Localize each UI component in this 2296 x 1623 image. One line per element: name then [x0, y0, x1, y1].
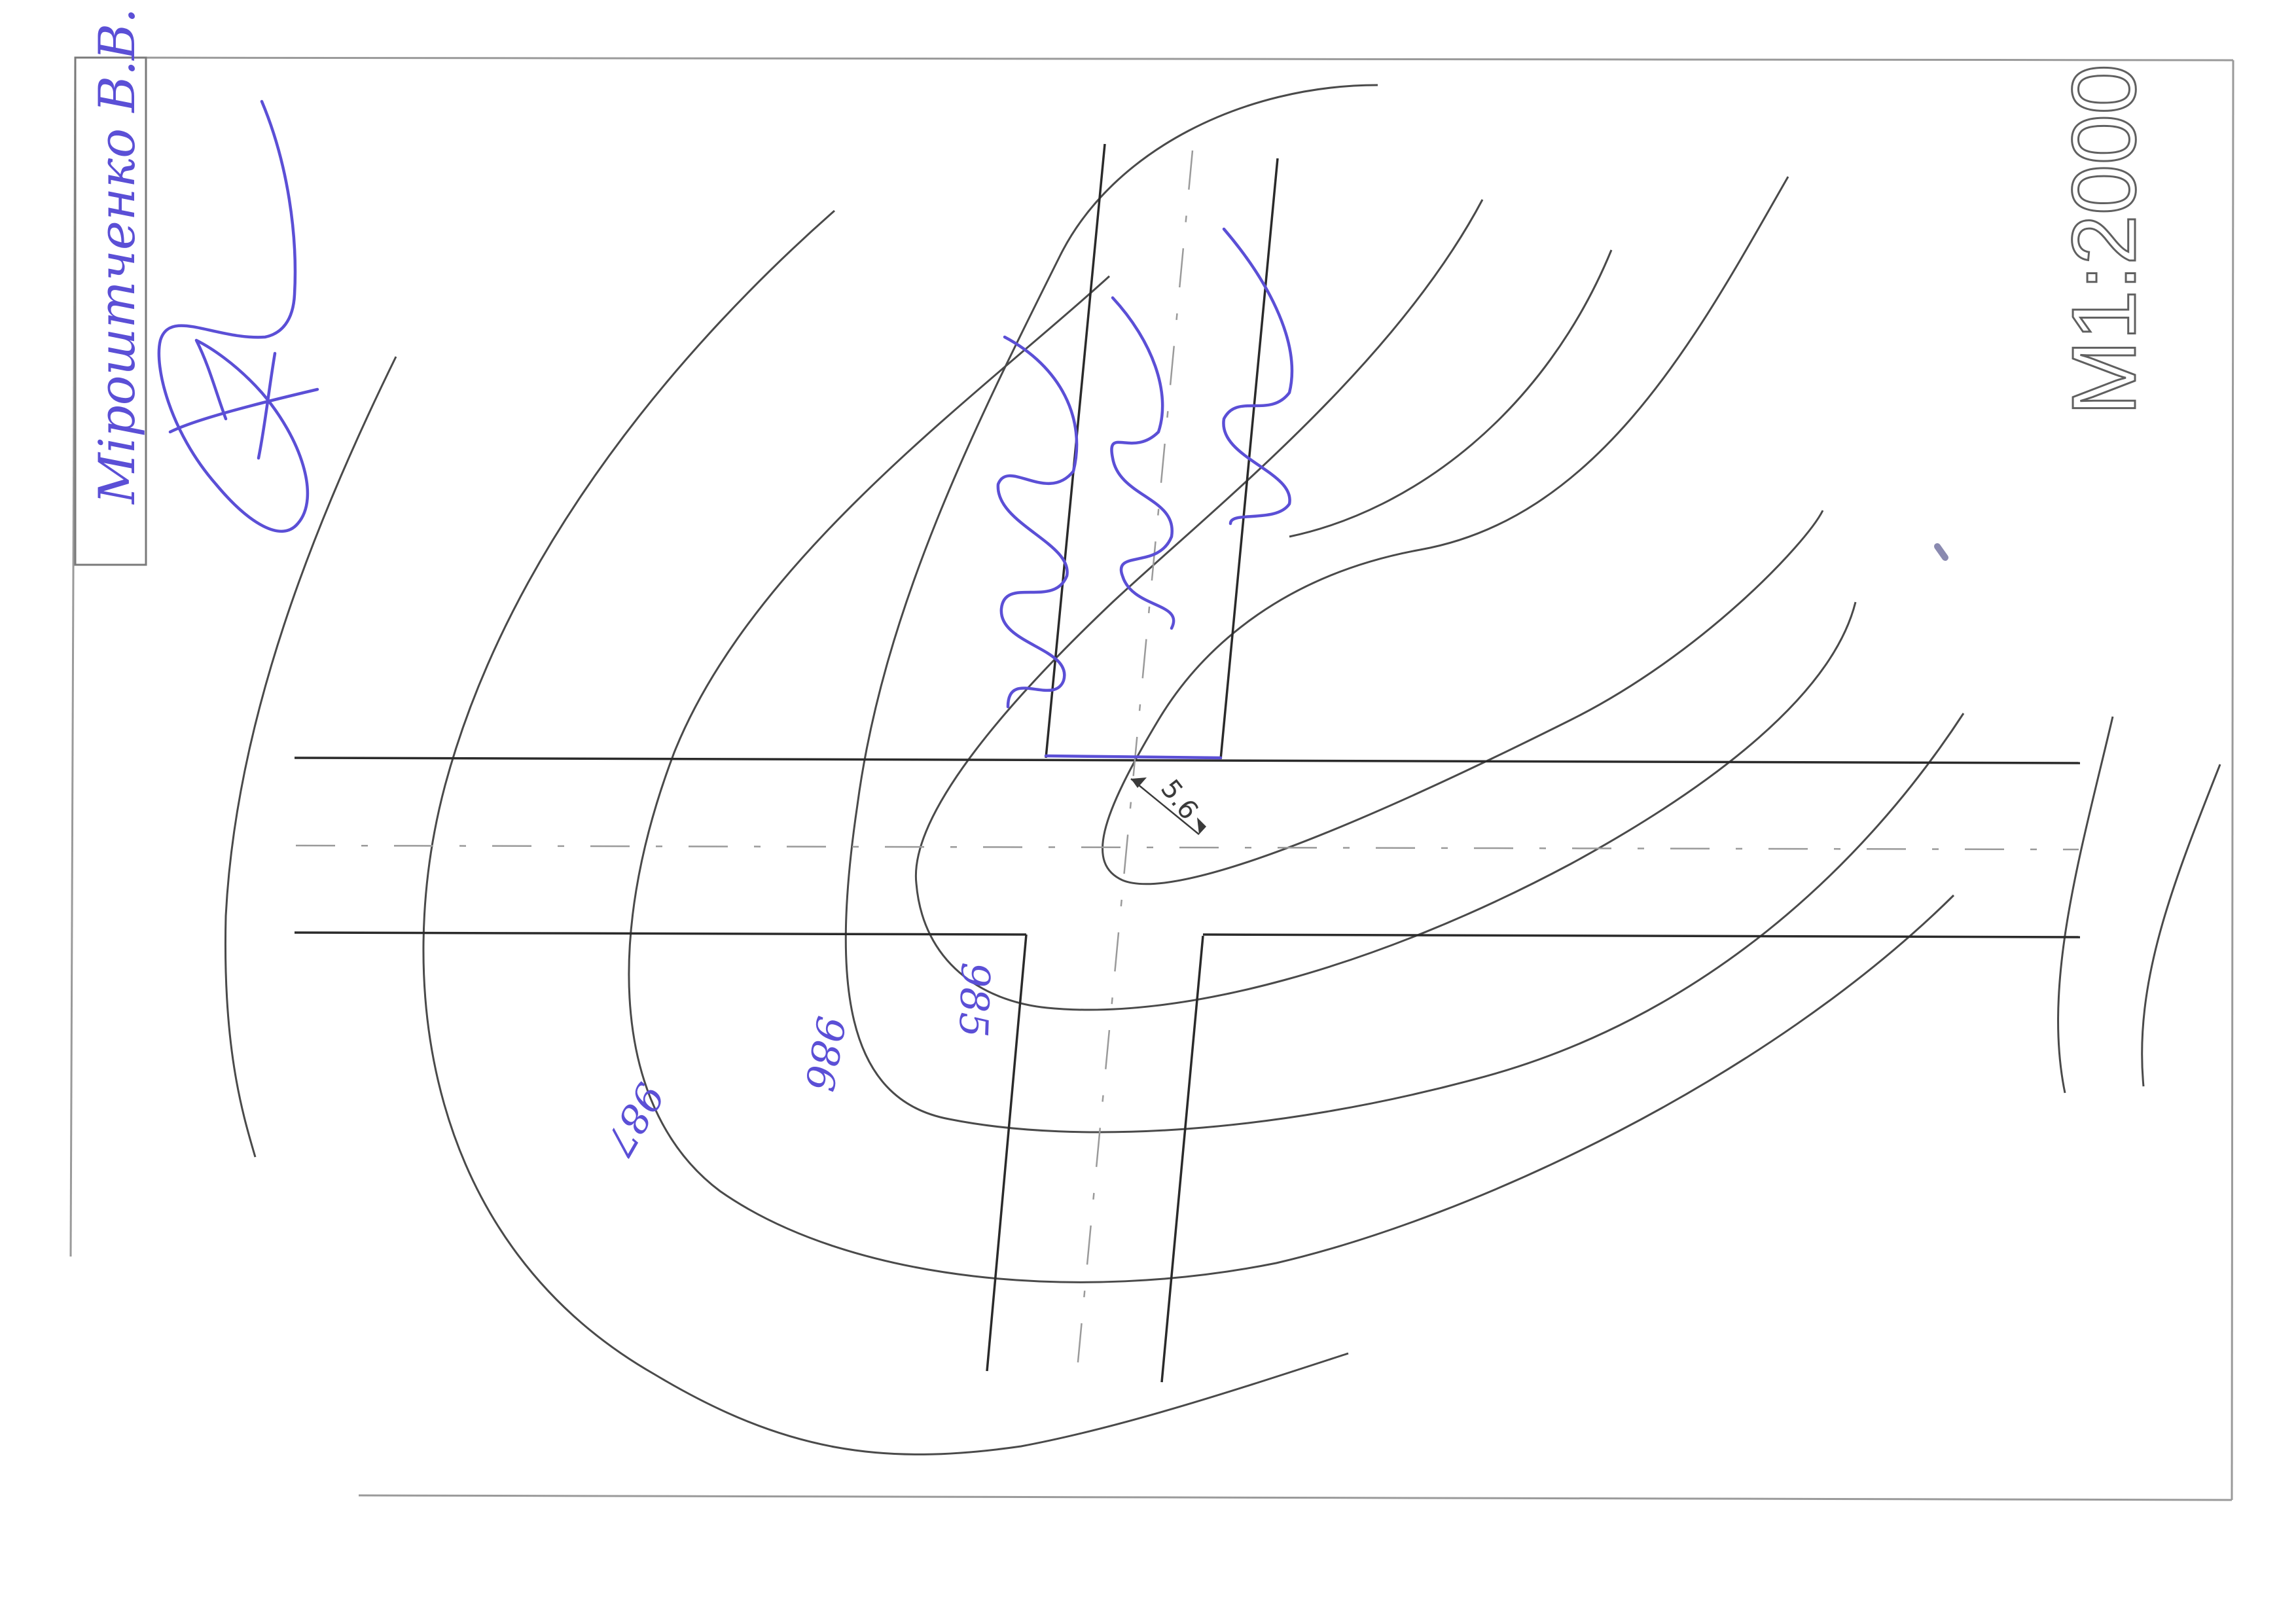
title-block: Міроштченко В.В. — [74, 8, 147, 566]
drawing-frame — [69, 56, 2234, 1501]
contour-label-985: 985 — [950, 961, 998, 1038]
contour-line-right-1 — [2057, 716, 2114, 1094]
horizontal-road — [294, 757, 2081, 938]
dimension-label: 5.6 — [1155, 774, 1204, 825]
contour-line-outer — [224, 356, 397, 1158]
scale-label: M1:2000 — [2054, 64, 2155, 416]
signature-icon — [157, 99, 319, 533]
contour-label-987: 987 — [595, 1075, 672, 1164]
dimension-annotation: 5.6 — [1130, 774, 1206, 835]
author-name: Міроштченко В.В. — [88, 8, 146, 505]
contour-line-986 — [628, 275, 1955, 1283]
contour-line-984 — [914, 199, 1857, 1011]
contour-line-982 — [1289, 249, 1613, 538]
contour-line-983 — [1102, 176, 1824, 885]
hatch-marks-icon — [996, 227, 1294, 709]
contour-lines — [224, 84, 2221, 1455]
contour-line-987 — [422, 209, 1349, 1455]
stray-mark — [1934, 543, 1948, 561]
vertical-road — [986, 143, 1279, 1383]
contour-line-right-2 — [2141, 764, 2221, 1087]
contour-line-985 — [844, 84, 1965, 1133]
contour-label-986: 986 — [795, 1012, 853, 1094]
road-edge-highlight — [1044, 754, 1223, 760]
